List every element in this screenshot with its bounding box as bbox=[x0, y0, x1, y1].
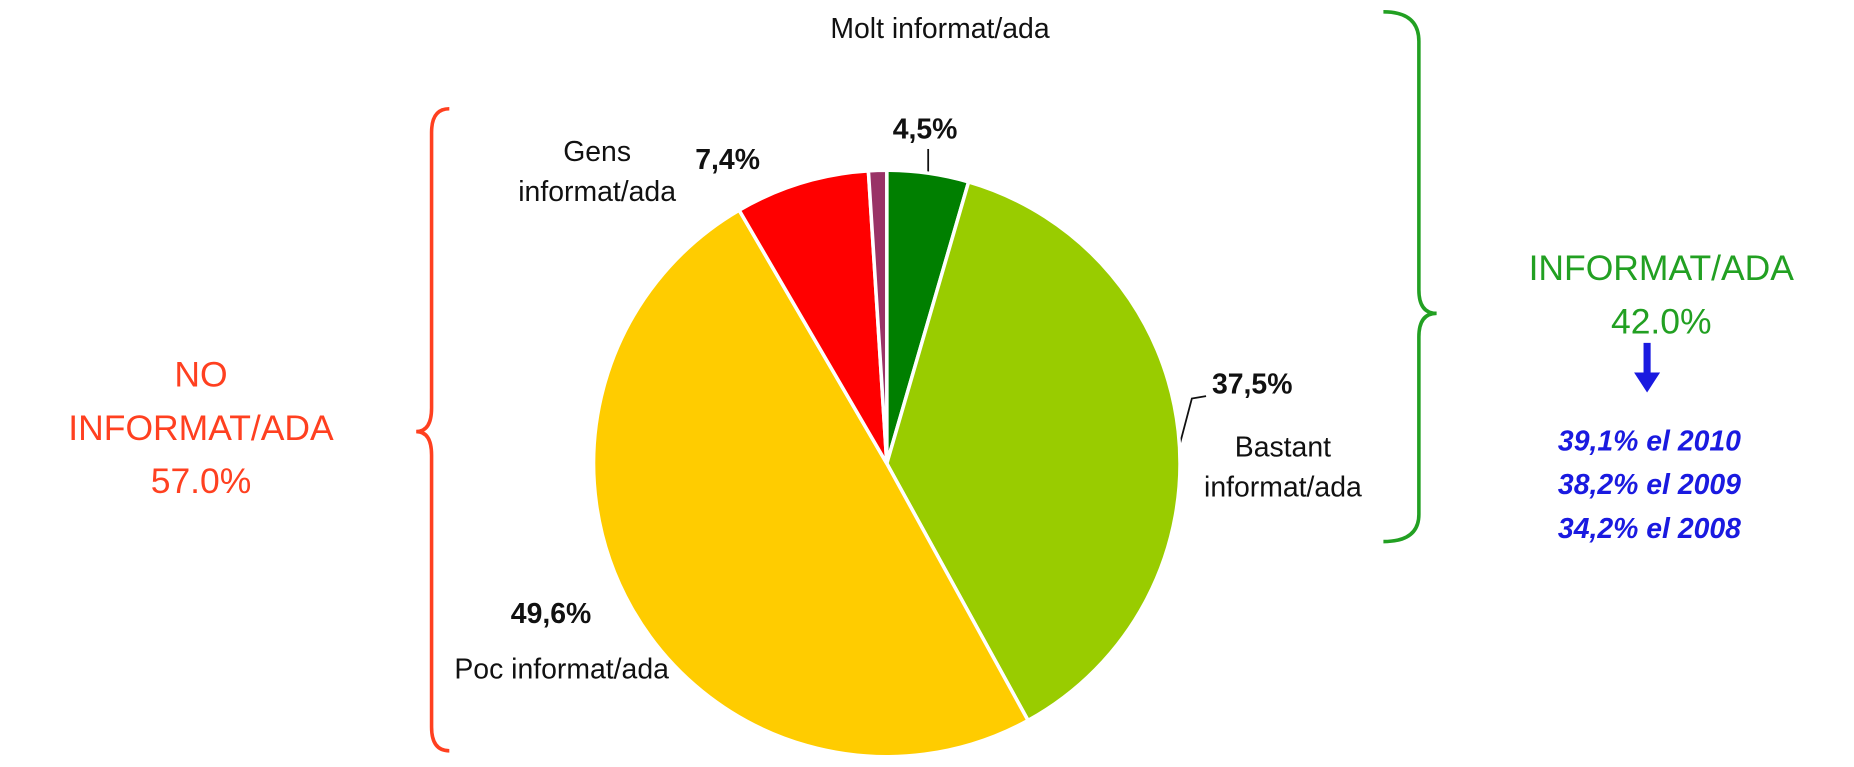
leader-line bbox=[1179, 395, 1207, 444]
group-label: 42.0% bbox=[1610, 302, 1712, 342]
slice-label: Molt informat/ada bbox=[830, 13, 1050, 45]
slice-label: Gens informat/ada bbox=[518, 135, 676, 209]
value-label: 49,6% bbox=[510, 598, 592, 631]
note: 39,1% el 2010 bbox=[1557, 425, 1741, 458]
pie-slice bbox=[866, 168, 889, 464]
group-label: 57.0% bbox=[150, 462, 252, 502]
group-label: INFORMAT/ADA bbox=[68, 409, 334, 449]
pie-slice bbox=[591, 207, 1031, 759]
slice-label: Bastant informat/ada bbox=[1204, 431, 1362, 504]
down-arrow bbox=[1634, 342, 1661, 393]
note: 34,2% el 2008 bbox=[1557, 513, 1741, 546]
value-label: 7,4% bbox=[695, 144, 760, 177]
right-brace bbox=[1383, 10, 1437, 544]
note: 38,2% el 2009 bbox=[1557, 469, 1741, 502]
pie-slice bbox=[736, 168, 889, 465]
value-label: 4,5% bbox=[892, 113, 958, 146]
group-label: INFORMAT/ADA bbox=[1528, 249, 1794, 289]
left-brace bbox=[416, 107, 450, 753]
pie-slice bbox=[884, 179, 1182, 723]
value-label: 37,5% bbox=[1211, 368, 1293, 401]
slice-label: Poc informat/ada bbox=[454, 653, 669, 686]
group-label: NO bbox=[174, 355, 228, 395]
